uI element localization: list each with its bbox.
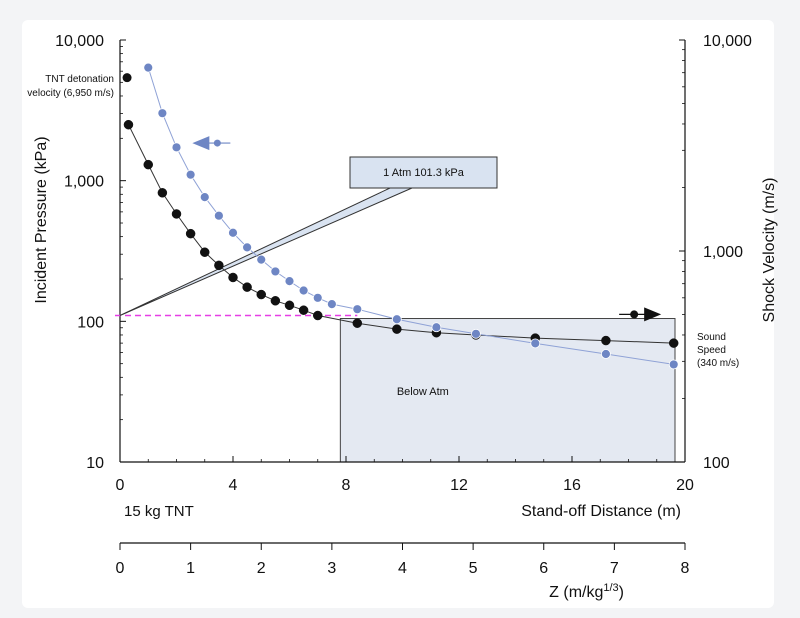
- shock-velocity-point: [530, 338, 541, 349]
- bottom-tick-label: 4: [229, 477, 238, 494]
- shock-velocity-point: [171, 142, 182, 153]
- tnt-detonation-point: [122, 73, 132, 83]
- z-tick-label: 4: [398, 560, 407, 577]
- right-axis-ticks: 100 1,000 10,000: [679, 33, 752, 472]
- z-axis-label: Z (m/kg1/3): [549, 582, 624, 601]
- sound-speed-line2: Speed: [697, 345, 726, 356]
- left-axis-arrow-icon: [192, 136, 210, 151]
- pressure-point: [200, 247, 210, 257]
- shock-velocity-series-points: [143, 62, 679, 370]
- shock-velocity-point: [228, 227, 238, 238]
- bottom-tick-label: 0: [116, 477, 125, 494]
- right-tick-label: 10,000: [703, 33, 752, 50]
- z-tick-label: 1: [186, 560, 195, 577]
- shock-velocity-point: [157, 108, 168, 119]
- z-tick-label: 7: [610, 560, 619, 577]
- pressure-point: [157, 188, 168, 198]
- atm-callout-text: 1 Atm 101.3 kPa: [383, 167, 465, 179]
- tnt-annotation-line1: TNT detonation: [45, 74, 114, 85]
- z-tick-label: 2: [257, 560, 266, 577]
- tnt-mass-note: 15 kg TNT: [124, 503, 194, 520]
- z-tick-label: 5: [469, 560, 478, 577]
- z-tick-label: 0: [116, 560, 125, 577]
- left-axis-ticks: 10 100 1,000 10,000: [55, 33, 126, 472]
- right-tick-label: 100: [703, 455, 730, 472]
- z-tick-label: 8: [681, 560, 690, 577]
- sound-speed-line1: Sound: [697, 332, 726, 343]
- shock-velocity-point: [242, 242, 253, 253]
- left-tick-label: 1,000: [64, 174, 104, 191]
- z-axis-label-sup: 1/3: [603, 582, 618, 594]
- pressure-point: [284, 300, 295, 311]
- bottom-tick-label: 8: [342, 477, 351, 494]
- shock-velocity-point: [185, 169, 196, 180]
- z-axis-label-close: ): [619, 584, 624, 601]
- pressure-point: [228, 272, 238, 283]
- bottom-axis-label: Stand-off Distance (m): [521, 503, 681, 520]
- right-axis-label: Shock Velocity (m/s): [761, 178, 778, 323]
- pressure-point: [242, 282, 252, 292]
- atm-callout-box: [349, 156, 498, 189]
- shock-velocity-point: [284, 276, 295, 287]
- shock-velocity-point: [312, 292, 323, 303]
- below-atm-label: Below Atm: [397, 386, 449, 398]
- shock-velocity-point: [391, 314, 402, 325]
- pressure-point: [171, 209, 182, 219]
- pressure-point: [256, 289, 266, 300]
- pressure-point: [668, 338, 679, 348]
- pressure-point: [298, 305, 309, 315]
- bottom-tick-label: 12: [450, 477, 468, 494]
- shock-velocity-point: [601, 349, 611, 359]
- sound-speed-line3: (340 m/s): [697, 358, 739, 369]
- shock-velocity-point: [256, 254, 267, 265]
- z-tick-label: 3: [327, 560, 336, 577]
- pressure-series-points: [123, 119, 679, 348]
- pressure-point: [185, 228, 196, 239]
- shock-velocity-point: [298, 285, 309, 296]
- z-tick-label: 6: [539, 560, 548, 577]
- tnt-annotation-line2: velocity (6,950 m/s): [27, 88, 114, 99]
- shock-velocity-point: [431, 322, 442, 333]
- shock-velocity-point: [199, 192, 210, 203]
- pressure-point: [270, 296, 281, 306]
- pressure-point: [123, 119, 134, 130]
- right-axis-arrow-icon: [644, 307, 662, 322]
- z-axis-ticks: 0 1 2 3 4 5 6 7 8: [116, 543, 690, 577]
- shock-velocity-point: [471, 328, 481, 339]
- pressure-point: [313, 310, 323, 321]
- pressure-point: [214, 260, 224, 271]
- left-axis-arrow-dot: [213, 139, 221, 147]
- bottom-axis-ticks: 0 4 8 12 16 20: [116, 456, 694, 494]
- pressure-point: [143, 159, 153, 170]
- shock-velocity-point: [213, 210, 224, 221]
- left-tick-label: 10: [86, 455, 104, 472]
- left-tick-label: 10,000: [55, 33, 104, 50]
- shock-velocity-point: [270, 266, 281, 277]
- pressure-point: [601, 335, 611, 346]
- shock-velocity-point: [143, 62, 154, 73]
- bottom-tick-label: 16: [563, 477, 581, 494]
- pressure-point: [352, 318, 363, 328]
- left-axis-label: Incident Pressure (kPa): [33, 136, 50, 303]
- right-tick-label: 1,000: [703, 244, 743, 261]
- shock-velocity-point: [326, 299, 337, 310]
- z-axis-label-main: Z (m/kg: [549, 584, 603, 601]
- below-atm-region: [339, 318, 676, 463]
- shock-velocity-point: [668, 359, 679, 370]
- bottom-tick-label: 20: [676, 477, 694, 494]
- shock-velocity-point: [352, 304, 363, 315]
- left-tick-label: 100: [77, 314, 104, 331]
- pressure-point: [392, 324, 402, 334]
